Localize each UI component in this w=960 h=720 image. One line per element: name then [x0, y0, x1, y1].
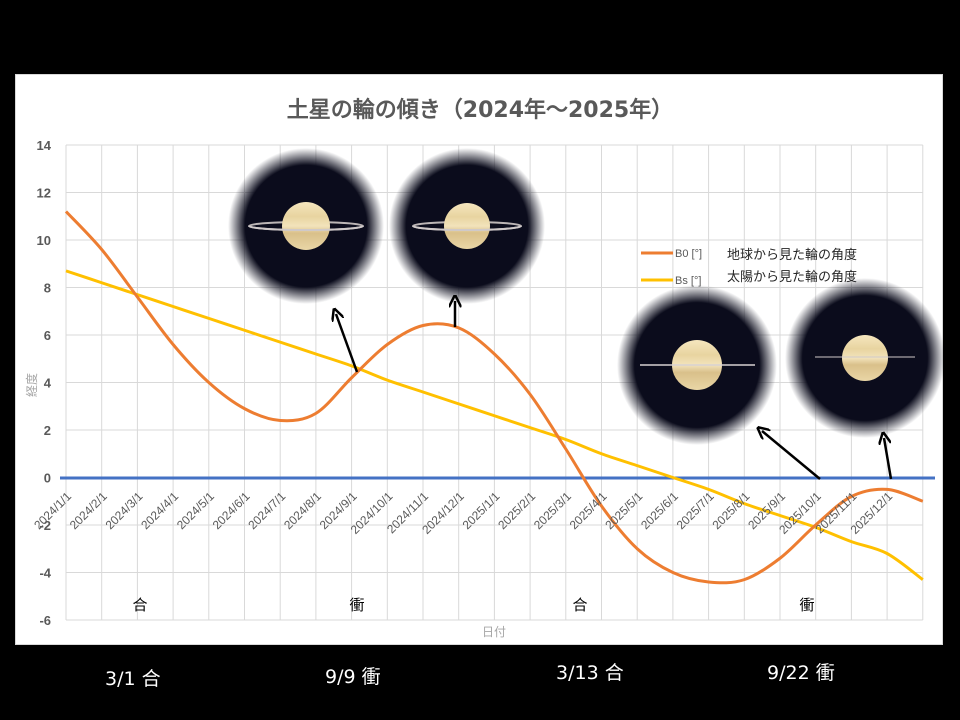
x-tick-label: 2024/5/1	[174, 489, 217, 532]
x-tick-label: 2024/6/1	[210, 489, 253, 532]
x-tick-label: 2025/3/1	[531, 489, 574, 532]
x-tick-label: 2025/8/1	[709, 489, 752, 532]
x-tick-label: 2025/7/1	[674, 489, 717, 532]
x-tick-label: 2024/7/1	[245, 489, 288, 532]
x-axis-title: 日付	[482, 625, 506, 639]
bottom-label-1: 3/1 合	[105, 668, 161, 690]
saturn-image-1	[228, 148, 384, 304]
arrow-icon	[336, 314, 359, 373]
arrow-icon	[884, 438, 893, 480]
y-tick-label: -2	[39, 518, 51, 533]
series-bs-line	[65, 269, 924, 581]
y-tick-label: 12	[37, 186, 51, 201]
series-b0-line	[64, 210, 924, 585]
event-label-conjunction-1: 合	[132, 596, 147, 614]
legend: B0 [°] 地球から見た輪の角度 Bs [°] 太陽から見た輪の角度	[641, 247, 857, 287]
y-tick-label: 0	[44, 471, 51, 486]
legend-b0-desc: 地球から見た輪の角度	[727, 247, 857, 263]
bottom-label-3: 3/13 合	[556, 662, 624, 684]
bottom-label-4: 9/22 衝	[767, 662, 835, 684]
x-tick-label: 2025/6/1	[638, 489, 681, 532]
y-tick-label: 4	[44, 376, 52, 391]
chart-title: 土星の輪の傾き（2024年〜2025年）	[286, 98, 674, 123]
y-axis-ticks: 14 12 10 8 6 4 2 0 -2 -4 -6	[37, 138, 52, 628]
x-tick-label: 2024/1/1	[31, 489, 74, 532]
x-tick-label: 2025/5/1	[602, 489, 645, 532]
event-label-opposition-1: 衝	[349, 596, 364, 614]
x-tick-label: 2025/1/1	[460, 489, 503, 532]
x-tick-label: 2025/2/1	[495, 489, 538, 532]
y-tick-label: 8	[44, 281, 51, 296]
y-axis-title: 経度	[24, 373, 39, 397]
legend-bs-desc: 太陽から見た輪の角度	[727, 269, 857, 285]
saturn-image-4	[785, 278, 945, 438]
saturn-image-3	[617, 285, 777, 445]
y-tick-label: 6	[44, 328, 51, 343]
y-tick-label: 2	[44, 423, 51, 438]
legend-bs-key: Bs [°]	[675, 275, 701, 287]
x-tick-label: 2024/2/1	[67, 489, 110, 532]
bottom-label-2: 9/9 衝	[325, 666, 381, 688]
event-label-opposition-2: 衝	[799, 596, 814, 614]
arrows	[336, 301, 893, 480]
y-tick-label: -4	[39, 566, 51, 581]
x-tick-label: 2024/4/1	[138, 489, 181, 532]
x-tick-label: 2024/8/1	[281, 489, 324, 532]
x-tick-label: 2024/3/1	[103, 489, 146, 532]
arrow-icon	[762, 431, 821, 480]
y-tick-label: 10	[37, 233, 51, 248]
event-label-conjunction-2: 合	[572, 596, 587, 614]
x-axis-ticks: 2024/1/12024/2/12024/3/12024/4/12024/5/1…	[31, 489, 895, 537]
y-tick-label: 14	[37, 138, 52, 153]
saturn-image-2	[389, 148, 545, 304]
y-tick-label: -6	[39, 613, 51, 628]
legend-b0-key: B0 [°]	[675, 248, 702, 260]
